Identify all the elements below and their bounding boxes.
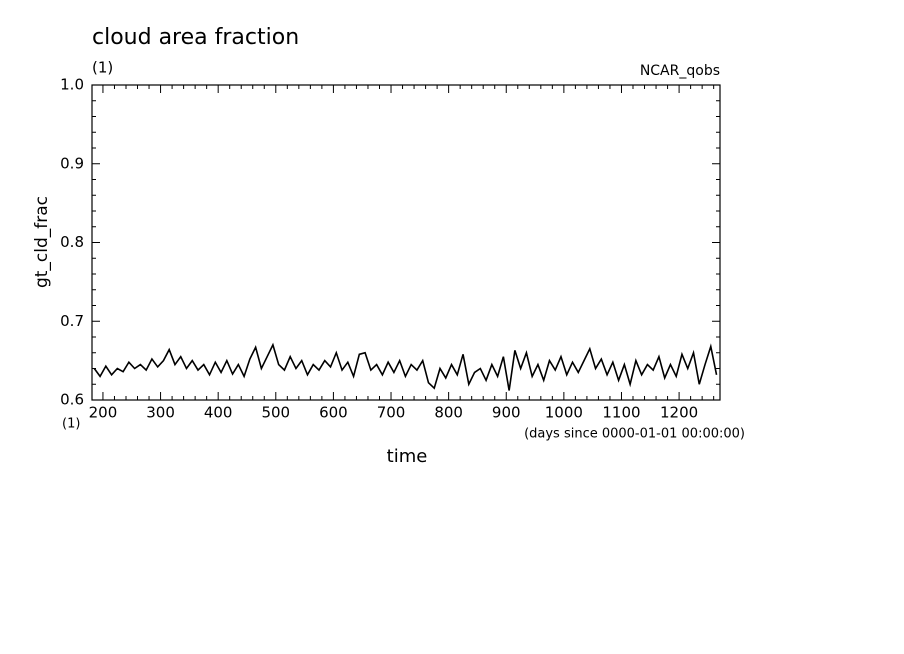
y-axis-label: gt_cld_frac xyxy=(32,196,52,288)
source-label: NCAR_qobs xyxy=(640,63,720,79)
plot-frame xyxy=(91,84,721,401)
y-tick-label: 1.0 xyxy=(60,76,84,94)
y-tick-label: 0.9 xyxy=(60,154,84,172)
x-tick-label: 700 xyxy=(377,404,406,422)
unit-label: (1) xyxy=(62,417,80,432)
y-tick-label: 0.6 xyxy=(60,391,84,409)
time-unit-label: (days since 0000-01-01 00:00:00) xyxy=(524,427,745,442)
x-axis-label: time xyxy=(387,446,428,467)
x-tick-label: 200 xyxy=(89,404,118,422)
chart-title: cloud area fraction xyxy=(92,25,299,50)
x-tick-label: 1100 xyxy=(602,404,640,422)
x-tick-label: 800 xyxy=(434,404,463,422)
x-tick-label: 300 xyxy=(146,404,175,422)
x-tick-label: 1200 xyxy=(660,404,698,422)
x-tick-label: 500 xyxy=(261,404,290,422)
chart-subtitle: (1) xyxy=(92,59,113,77)
y-tick-label: 0.8 xyxy=(60,233,84,251)
data-line xyxy=(93,342,718,391)
x-tick-label: 600 xyxy=(319,404,348,422)
x-tick-label: 1000 xyxy=(545,404,583,422)
x-tick-label: 900 xyxy=(492,404,521,422)
x-tick-label: 400 xyxy=(204,404,233,422)
y-tick-label: 0.7 xyxy=(60,312,84,330)
